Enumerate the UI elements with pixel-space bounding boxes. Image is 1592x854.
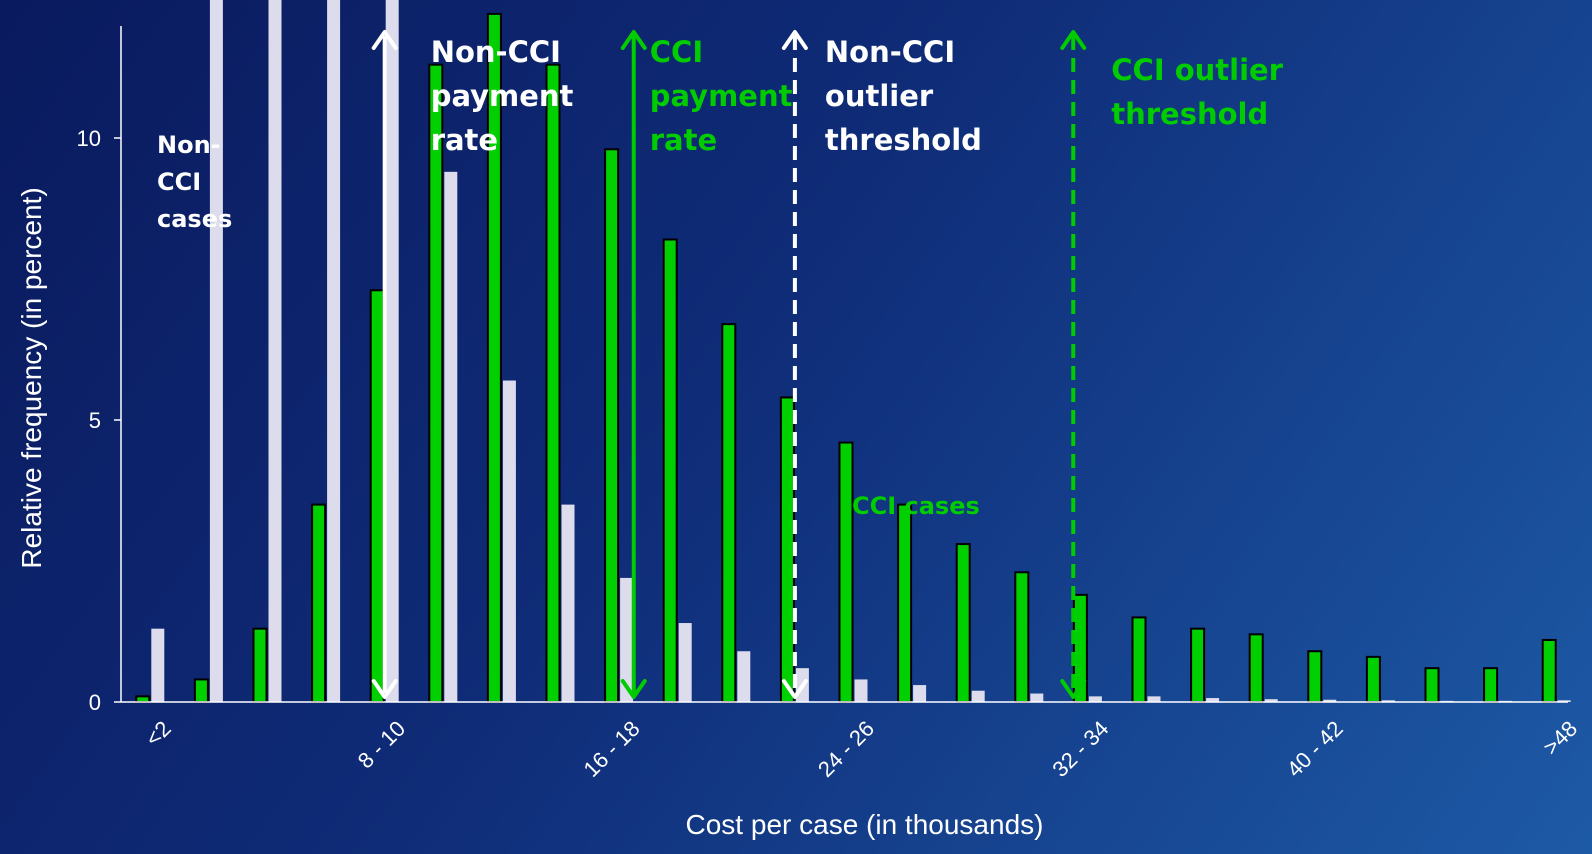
bar-non-cci-2 xyxy=(151,628,165,702)
bar-non-cci-14-16 xyxy=(561,504,575,702)
bar-cci-38-40 xyxy=(1248,633,1264,704)
annotation-cci-outlier-threshold: CCI outlier threshold xyxy=(1111,53,1283,131)
bar-cci-44-46 xyxy=(1424,667,1440,703)
bar-non-cci-6-8 xyxy=(327,0,341,702)
bar-cci-42-44 xyxy=(1365,655,1381,704)
bar-cci-10-12 xyxy=(428,63,444,704)
annotation-line: threshold xyxy=(1111,97,1268,131)
bar-non-cci-42-44 xyxy=(1381,700,1395,702)
bar-non-cci-18-20 xyxy=(678,623,692,702)
arrow-head-down xyxy=(371,679,398,699)
x-tick-label: 40 - 42 xyxy=(1282,716,1348,782)
annotation-non-cci-payment-rate: Non-CCI payment rate xyxy=(431,35,574,157)
series-label-line: CCI cases xyxy=(852,492,980,520)
annotation-line: rate xyxy=(650,123,717,157)
bar-cci-2 xyxy=(135,695,151,703)
x-tick-label: 16 - 18 xyxy=(579,716,645,782)
y-tick-label: 10 xyxy=(77,126,101,151)
arrow-head-up xyxy=(371,30,398,50)
series-label-line: cases xyxy=(157,205,232,233)
bar-non-cci-34-36 xyxy=(1147,696,1161,702)
x-tick-label: 32 - 34 xyxy=(1047,716,1113,782)
annotation-line: payment xyxy=(431,79,574,113)
bar-non-cci-8-10 xyxy=(385,0,399,703)
bar-cci-22-24 xyxy=(779,396,795,703)
y-axis-title: Relative frequency (in percent) xyxy=(16,187,47,568)
bar-non-cci-28-30 xyxy=(971,690,985,702)
bar-non-cci-26-28 xyxy=(913,685,927,702)
annotation-line: CCI xyxy=(650,35,703,69)
arrow-non-cci-outlier-threshold xyxy=(781,30,808,699)
bar-non-cci-32-34 xyxy=(1088,696,1102,702)
arrow-head-up xyxy=(1060,30,1087,50)
bar-non-cci-38-40 xyxy=(1264,699,1278,702)
bar-cci-12-14 xyxy=(486,12,502,704)
bar-cci-24-26 xyxy=(838,441,854,703)
bar-cci-26-28 xyxy=(897,503,913,703)
bar-cci-40-42 xyxy=(1307,650,1323,703)
bar-cci-20-22 xyxy=(721,323,737,703)
annotation-line: rate xyxy=(431,123,498,157)
arrow-head-down xyxy=(620,679,647,699)
annotation-non-cci-outlier-threshold: Non-CCI outlier threshold xyxy=(825,35,982,157)
bar-cci-28-30 xyxy=(955,543,971,704)
bar-cci-48 xyxy=(1541,638,1557,704)
annotation-line: Non-CCI xyxy=(431,35,561,69)
bar-non-cci-2-4 xyxy=(209,0,223,702)
bar-non-cci-40-42 xyxy=(1323,699,1337,702)
arrow-head-up xyxy=(620,30,647,50)
arrow-cci-outlier-threshold xyxy=(1060,30,1087,699)
arrow-cci-payment-rate xyxy=(620,30,647,699)
bar-non-cci-48 xyxy=(1557,700,1571,702)
series-label-non-cci-cases: Non- CCI cases xyxy=(157,131,232,233)
annotation-cci-payment-rate: CCI payment rate xyxy=(650,35,793,157)
bar-cci-36-38 xyxy=(1190,627,1206,703)
y-tick-label: 5 xyxy=(89,408,101,433)
bar-non-cci-16-18 xyxy=(620,577,634,702)
series-label-line: CCI xyxy=(157,168,201,196)
bar-cci-34-36 xyxy=(1131,616,1147,704)
bar-non-cci-10-12 xyxy=(444,171,458,703)
series-label-cci-cases: CCI cases xyxy=(852,492,980,520)
annotation-line: Non-CCI xyxy=(825,35,955,69)
annotation-line: payment xyxy=(650,79,793,113)
annotation-line: CCI outlier xyxy=(1111,53,1283,87)
x-axis-title: Cost per case (in thousands) xyxy=(686,809,1044,840)
bar-non-cci-4-6 xyxy=(268,0,282,702)
arrows-layer xyxy=(371,30,1087,699)
bar-non-cci-20-22 xyxy=(737,651,751,702)
annotation-line: threshold xyxy=(825,123,982,157)
annotation-line: outlier xyxy=(825,79,934,113)
y-tick-label: 0 xyxy=(89,690,101,715)
arrow-head-down xyxy=(1060,679,1087,699)
arrow-non-cci-payment-rate xyxy=(371,30,398,699)
bar-non-cci-36-38 xyxy=(1206,698,1220,702)
bar-cci-4-6 xyxy=(252,627,268,703)
arrow-head-up xyxy=(781,30,808,50)
bar-non-cci-30-32 xyxy=(1030,693,1044,702)
bar-cci-30-32 xyxy=(1014,571,1030,704)
bar-cci-16-18 xyxy=(604,148,620,703)
x-tick-label: >48 xyxy=(1538,716,1582,760)
x-tick-label: <2 xyxy=(140,716,175,751)
bar-cci-46-48 xyxy=(1483,667,1499,703)
bar-cci-14-16 xyxy=(545,63,561,704)
bar-cci-2-4 xyxy=(193,678,209,704)
x-tick-label: 8 - 10 xyxy=(353,716,410,773)
bar-cci-8-10 xyxy=(369,289,385,703)
bar-non-cci-12-14 xyxy=(502,380,516,702)
bar-non-cci-24-26 xyxy=(854,679,868,702)
arrow-head-down xyxy=(781,679,808,699)
bar-cci-18-20 xyxy=(662,238,678,704)
x-tick-label: 24 - 26 xyxy=(813,716,879,782)
bar-cci-6-8 xyxy=(311,503,327,703)
series-label-line: Non- xyxy=(157,131,221,159)
